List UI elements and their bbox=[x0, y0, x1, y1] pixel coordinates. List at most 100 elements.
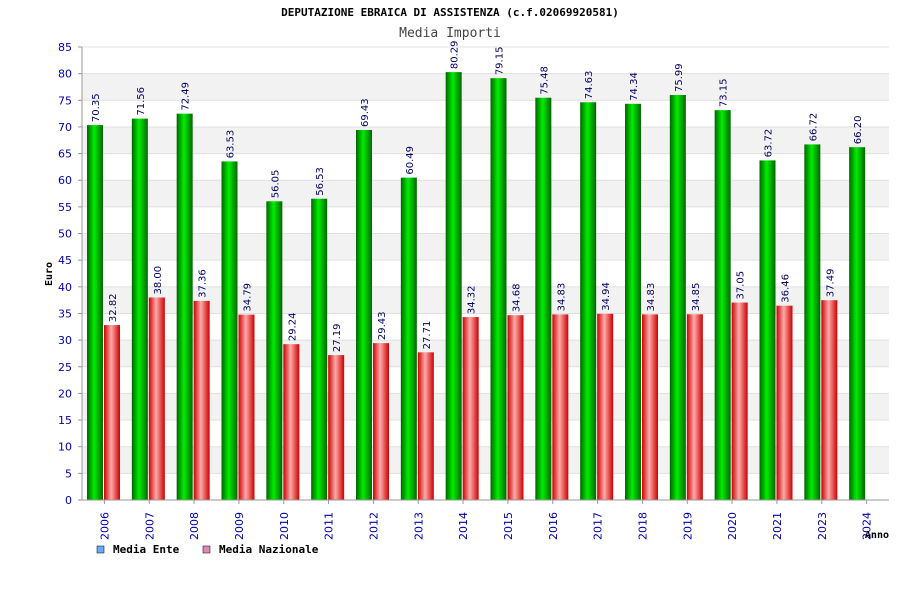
data-label: 29.24 bbox=[287, 313, 298, 342]
data-label: 72.49 bbox=[181, 82, 192, 111]
data-label: 75.99 bbox=[674, 63, 685, 92]
data-label: 32.82 bbox=[108, 293, 119, 322]
x-tick-label: 2013 bbox=[412, 512, 425, 540]
bar-media-nazionale bbox=[507, 315, 524, 500]
data-label: 74.63 bbox=[584, 71, 595, 100]
data-label: 66.20 bbox=[853, 116, 864, 145]
y-tick-label: 60 bbox=[58, 174, 72, 187]
bar-media-nazionale bbox=[642, 314, 658, 500]
x-tick-label: 2009 bbox=[233, 512, 246, 540]
legend-swatch-media-nazionale bbox=[202, 545, 211, 554]
bar-media-nazionale bbox=[417, 352, 434, 500]
legend-label-media-nazionale: Media Nazionale bbox=[219, 543, 319, 556]
legend-swatch-media-ente bbox=[96, 545, 105, 554]
data-label: 79.15 bbox=[495, 47, 506, 76]
data-label: 37.49 bbox=[825, 269, 836, 298]
data-label: 75.48 bbox=[539, 66, 550, 95]
data-label: 80.29 bbox=[450, 40, 461, 69]
bar-media-ente bbox=[445, 72, 462, 500]
bar-media-ente bbox=[176, 113, 193, 500]
data-label: 36.46 bbox=[781, 274, 792, 303]
bar-media-ente bbox=[311, 198, 328, 501]
bar-media-nazionale bbox=[686, 314, 703, 500]
bar-media-ente bbox=[759, 160, 776, 500]
y-tick-label: 50 bbox=[58, 228, 72, 241]
y-tick-label: 35 bbox=[58, 307, 72, 320]
data-label: 37.05 bbox=[736, 271, 747, 300]
legend-label-media-ente: Media Ente bbox=[113, 543, 180, 556]
grid-band bbox=[82, 340, 889, 367]
bar-media-ente bbox=[669, 95, 686, 500]
grid-band bbox=[82, 286, 889, 314]
y-tick-label: 40 bbox=[58, 281, 72, 294]
grid-band bbox=[82, 126, 889, 154]
y-tick-label: 25 bbox=[58, 361, 72, 374]
x-tick-label: 2023 bbox=[816, 512, 829, 540]
data-label: 66.72 bbox=[808, 113, 819, 142]
bar-media-ente bbox=[131, 118, 148, 501]
data-label: 56.05 bbox=[270, 170, 281, 199]
data-label: 74.34 bbox=[629, 72, 640, 101]
y-tick-label: 70 bbox=[58, 121, 72, 134]
bar-media-ente bbox=[356, 129, 372, 500]
grid-band bbox=[82, 446, 889, 474]
x-tick-label: 2017 bbox=[592, 512, 605, 540]
y-tick-labels: 0 5 10 15 20 25 30 35 40 45 50 55 60 65 70 75 80 85 bbox=[58, 41, 72, 507]
bar-media-ente bbox=[400, 177, 417, 500]
data-label: 27.19 bbox=[332, 323, 343, 352]
x-tick-labels: 2006 2007 2008 2009 2010 2011 2012 2013 2014 2015… bbox=[98, 500, 874, 540]
axes bbox=[81, 47, 889, 501]
bar-media-ente bbox=[804, 144, 821, 501]
bar-media-nazionale bbox=[821, 300, 838, 500]
x-tick-label: 2008 bbox=[188, 512, 201, 540]
y-tick-label: 5 bbox=[65, 467, 72, 480]
data-label: 73.15 bbox=[719, 79, 730, 108]
x-axis-label: Anno bbox=[865, 530, 889, 541]
data-label: 63.72 bbox=[764, 129, 775, 158]
data-label: 38.00 bbox=[153, 266, 164, 295]
data-label: 34.79 bbox=[243, 283, 254, 312]
x-tick-label: 2019 bbox=[681, 512, 694, 540]
bar-media-ente bbox=[266, 201, 283, 500]
y-tick-label: 75 bbox=[58, 94, 72, 107]
grid-bands bbox=[82, 73, 889, 474]
value-labels: 70.35 32.82 71.56 38.00 72.49 37.36 63.53 34.79… bbox=[91, 40, 864, 352]
grid-band bbox=[82, 180, 889, 207]
bar-media-nazionale bbox=[193, 300, 210, 500]
grid-band bbox=[82, 73, 889, 101]
data-label: 34.83 bbox=[556, 283, 567, 312]
x-tick-label: 2012 bbox=[367, 512, 380, 540]
data-label: 34.85 bbox=[691, 283, 702, 312]
y-tick-label: 15 bbox=[58, 414, 72, 427]
y-tick-label: 10 bbox=[58, 441, 72, 454]
grid-band bbox=[82, 393, 889, 421]
bar-media-ente bbox=[87, 125, 103, 501]
data-label: 34.32 bbox=[467, 285, 478, 314]
y-tick-label: 85 bbox=[58, 41, 72, 54]
x-tick-label: 2006 bbox=[98, 512, 111, 540]
bar-media-ente bbox=[714, 110, 731, 500]
bar-media-nazionale bbox=[283, 344, 300, 500]
x-tick-label: 2024 bbox=[861, 512, 874, 540]
y-tick-label: 20 bbox=[58, 387, 72, 400]
bar-media-nazionale bbox=[552, 314, 569, 500]
chart-title: DEPUTAZIONE EBRAICA DI ASSISTENZA (c.f.0… bbox=[281, 6, 619, 19]
x-tick-label: 2020 bbox=[726, 512, 739, 540]
grid-band bbox=[82, 233, 889, 261]
bar-media-nazionale bbox=[597, 313, 614, 500]
data-label: 37.36 bbox=[198, 269, 209, 298]
data-label: 29.43 bbox=[377, 312, 388, 341]
data-label: 34.83 bbox=[646, 283, 657, 312]
data-label: 60.49 bbox=[405, 146, 416, 175]
bar-media-ente bbox=[221, 161, 238, 500]
bar-media-ente bbox=[849, 147, 866, 501]
bar-media-nazionale bbox=[104, 325, 120, 500]
x-tick-label: 2021 bbox=[771, 512, 784, 540]
bar-media-ente bbox=[580, 102, 597, 501]
bar-media-ente bbox=[490, 78, 507, 500]
bar-media-nazionale bbox=[148, 297, 165, 500]
x-tick-label: 2016 bbox=[547, 512, 560, 540]
data-label: 56.53 bbox=[315, 167, 326, 196]
y-axis-label: Euro bbox=[44, 262, 55, 286]
y-tick-label: 30 bbox=[58, 334, 72, 347]
